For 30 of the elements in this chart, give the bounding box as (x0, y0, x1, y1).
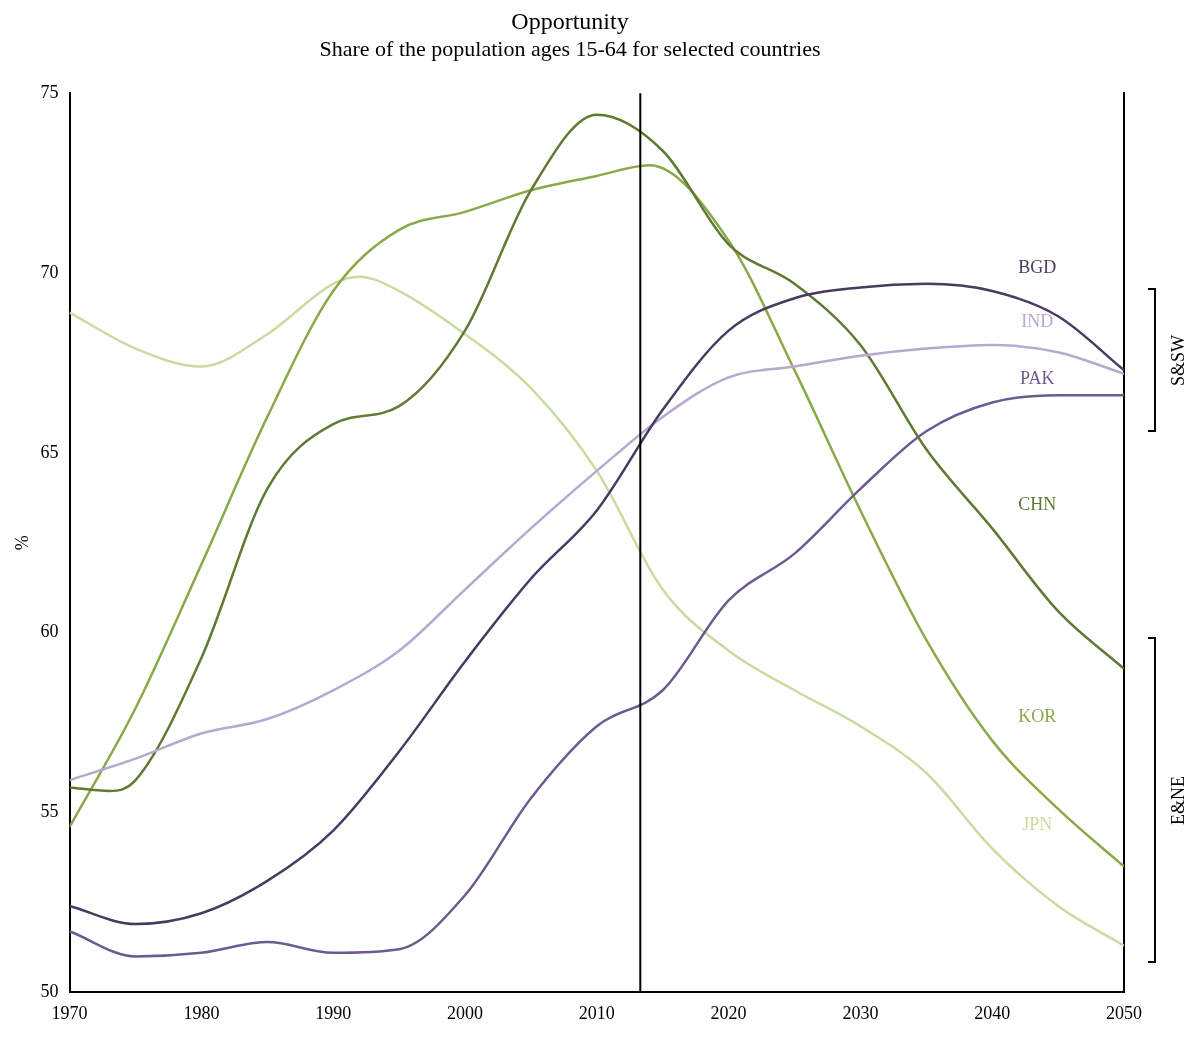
x-tick-label: 2040 (974, 1002, 1011, 1023)
series-label: CHN (1018, 494, 1057, 515)
line-series (69, 394, 1124, 958)
y-tick-label: 65 (40, 441, 59, 462)
x-tick-label: 2020 (710, 1002, 747, 1023)
line-series (69, 163, 1124, 868)
y-tick-label: 50 (40, 981, 59, 1002)
x-tick-label: 2000 (447, 1002, 483, 1023)
y-tick-label: 55 (40, 801, 59, 822)
x-tick-label: 2030 (842, 1002, 879, 1023)
x-tick-label: 2010 (578, 1002, 615, 1023)
y-tick-label: 70 (40, 261, 59, 282)
series-label: JPN (1022, 814, 1053, 835)
line-series (69, 343, 1124, 782)
line-series (69, 113, 1124, 793)
y-tick-label: 60 (40, 621, 59, 642)
chart-subtitle: Share of the population ages 15-64 for selected countries (319, 35, 821, 61)
chart-title: Opportunity (511, 7, 629, 34)
x-tick-label: 1990 (315, 1002, 352, 1023)
x-tick-label: 1980 (183, 1002, 220, 1023)
text: S&SW (1167, 334, 1189, 386)
series-label: BGD (1018, 256, 1057, 277)
x-tick-label: 2050 (1106, 1002, 1142, 1023)
x-tick-label: 1970 (51, 1002, 88, 1023)
series-label: PAK (1020, 368, 1055, 389)
y-tick-label: 75 (40, 81, 59, 102)
series-label: KOR (1018, 706, 1057, 727)
series-label: IND (1021, 310, 1054, 331)
y-axis-title: % (11, 535, 32, 551)
text: E&NE (1167, 775, 1189, 825)
